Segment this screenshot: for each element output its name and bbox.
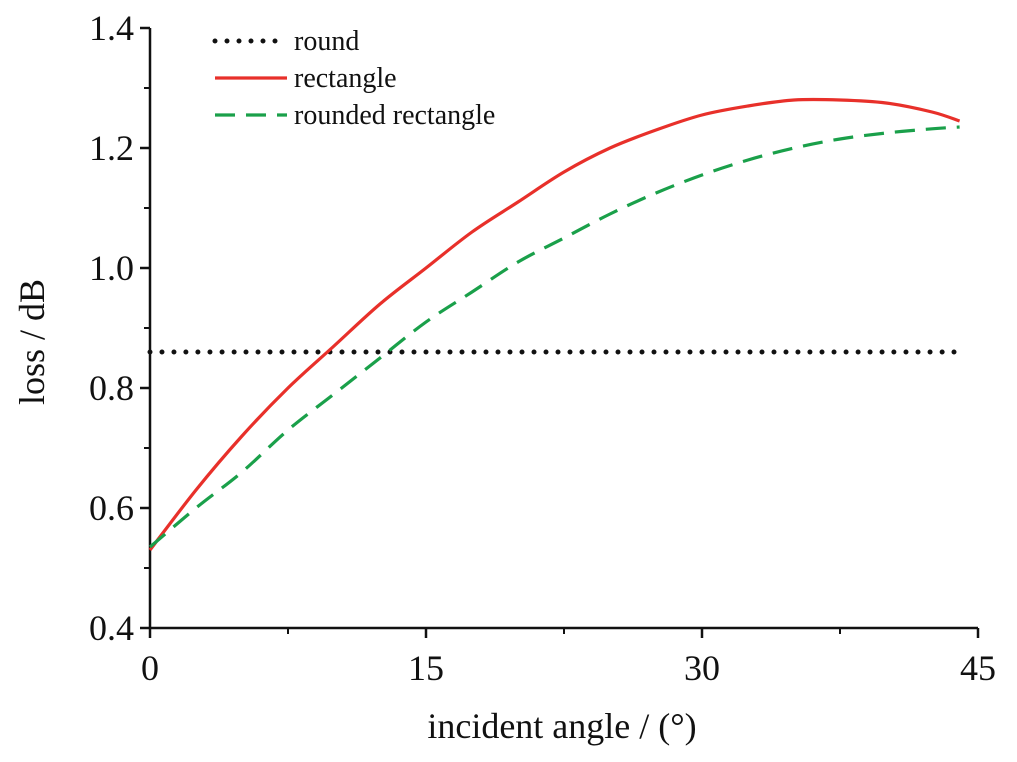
axes: 0.4 0.6 0.8 1.0 1.2 1.4 0 15 30 45 bbox=[89, 8, 996, 688]
y-tick-label: 0.6 bbox=[89, 488, 134, 528]
series-line-rounded-rectangle bbox=[148, 125, 960, 549]
y-tick-label: 0.4 bbox=[89, 608, 134, 648]
y-tick-label: 1.0 bbox=[89, 248, 134, 288]
legend-label: round bbox=[294, 26, 359, 57]
series-group bbox=[147, 97, 963, 551]
y-tick-label: 0.8 bbox=[89, 368, 134, 408]
y-tick-label: 1.4 bbox=[89, 8, 134, 48]
x-tick-label: 0 bbox=[141, 648, 159, 688]
x-tick-label: 45 bbox=[960, 648, 996, 688]
x-tick-label: 15 bbox=[408, 648, 444, 688]
series-line-rectangle bbox=[148, 97, 961, 551]
legend: round rectangle rounded rectangle bbox=[212, 26, 495, 131]
x-axis-title: incident angle / (°) bbox=[427, 706, 696, 746]
legend-label: rounded rectangle bbox=[294, 100, 495, 131]
x-tick-label: 30 bbox=[684, 648, 720, 688]
y-tick-label: 1.2 bbox=[89, 128, 134, 168]
y-axis-title: loss / dB bbox=[12, 279, 52, 405]
legend-label: rectangle bbox=[294, 63, 397, 94]
